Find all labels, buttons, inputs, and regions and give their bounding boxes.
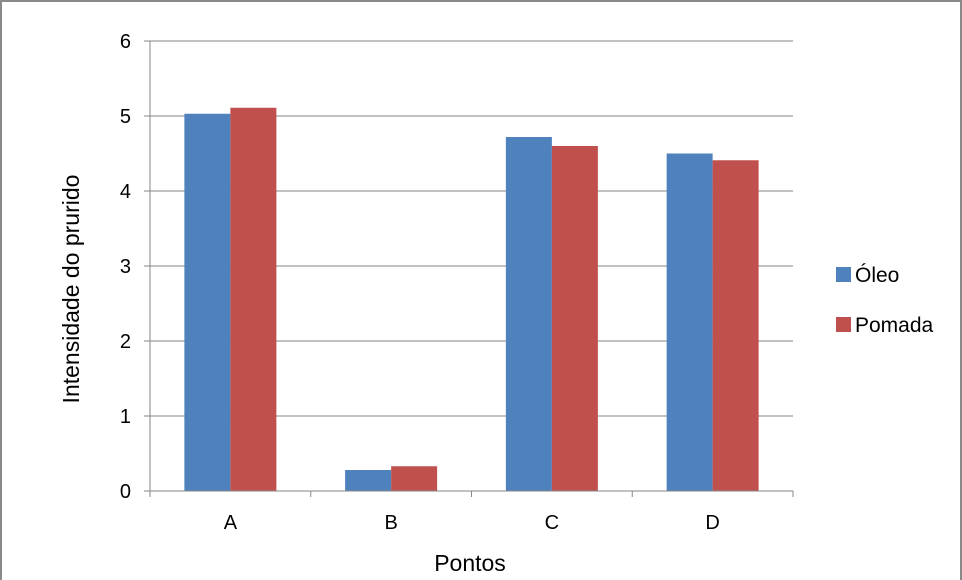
- bar--leo-c: [505, 137, 552, 491]
- bar--leo-b: [345, 470, 392, 491]
- bar--leo-d: [666, 153, 713, 491]
- bar-pomada-a: [230, 107, 277, 491]
- legend-label: Óleo: [855, 264, 899, 287]
- y-tick-label: 2: [120, 331, 131, 353]
- legend: Óleo Pomada: [836, 264, 934, 337]
- x-tick-label: C: [545, 512, 559, 534]
- x-tick-label: A: [224, 512, 238, 534]
- x-axis-title: Pontos: [434, 550, 506, 576]
- x-tick-labels: A B C D: [224, 512, 720, 534]
- y-tick-label: 6: [120, 31, 131, 53]
- bar-pomada-c: [551, 146, 598, 491]
- bars: [184, 107, 759, 491]
- x-tick-label: D: [705, 512, 719, 534]
- x-tick-label: B: [384, 512, 397, 534]
- y-tick-label: 4: [120, 181, 131, 203]
- y-tick-label: 5: [120, 106, 131, 128]
- bar--leo-a: [184, 113, 231, 491]
- y-tick-labels: 0 1 2 3 4 5 6: [120, 31, 131, 503]
- y-tick-label: 0: [120, 481, 131, 503]
- legend-swatch: [836, 317, 851, 332]
- legend-swatch: [836, 267, 851, 282]
- y-tick-label: 3: [120, 256, 131, 278]
- axes: [144, 40, 794, 497]
- bar-pomada-b: [391, 466, 438, 491]
- bar-pomada-d: [712, 160, 759, 491]
- y-tick-label: 1: [120, 406, 131, 428]
- y-axis-title: Intensidade do prurido: [58, 175, 84, 404]
- legend-label: Pomada: [855, 314, 934, 337]
